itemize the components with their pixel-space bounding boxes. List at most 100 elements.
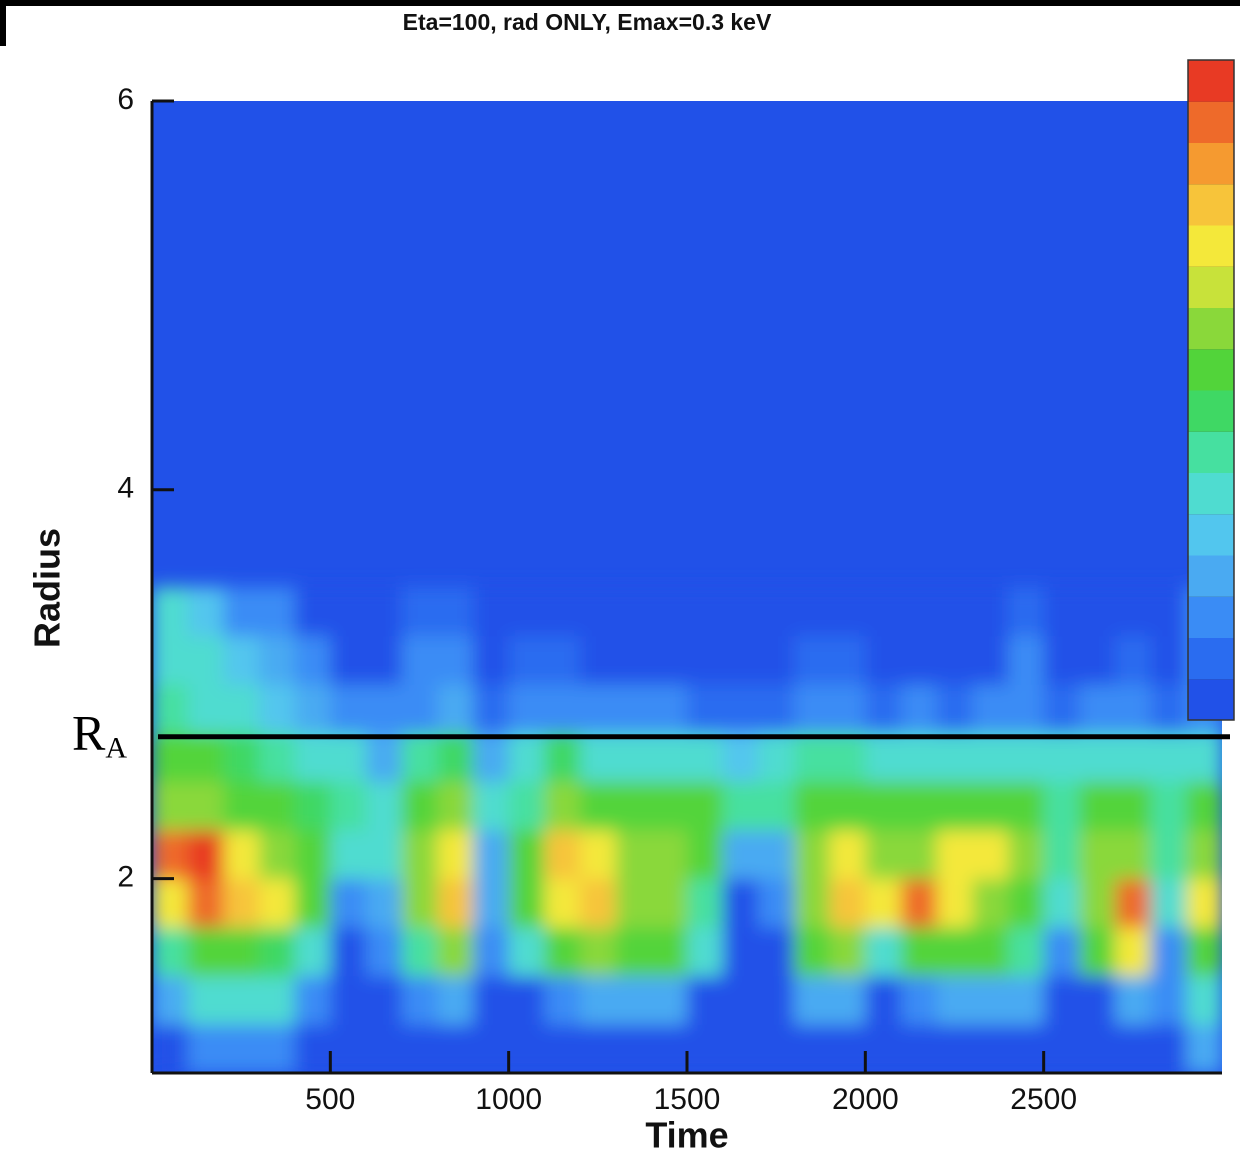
cell bbox=[615, 635, 652, 685]
cell bbox=[972, 830, 1009, 880]
cell bbox=[936, 684, 973, 734]
cell bbox=[330, 1024, 367, 1073]
cell bbox=[259, 975, 296, 1025]
cell bbox=[615, 878, 652, 928]
cell bbox=[615, 684, 652, 734]
cell bbox=[794, 635, 831, 685]
cell bbox=[651, 635, 688, 685]
cell bbox=[972, 587, 1009, 637]
frame-top bbox=[0, 0, 1240, 6]
cell bbox=[1150, 927, 1187, 977]
cell bbox=[1043, 975, 1080, 1025]
cell bbox=[722, 927, 759, 977]
cell bbox=[865, 830, 902, 880]
cell bbox=[1079, 587, 1116, 637]
cell bbox=[330, 830, 367, 880]
colorbar-swatch bbox=[1188, 390, 1234, 432]
cell bbox=[615, 781, 652, 831]
annotation-label: RA bbox=[72, 705, 127, 764]
cell bbox=[294, 830, 331, 880]
cell bbox=[187, 635, 224, 685]
cell bbox=[508, 732, 545, 782]
cell bbox=[1115, 830, 1152, 880]
cell bbox=[687, 830, 724, 880]
cell bbox=[936, 587, 973, 637]
cell bbox=[829, 587, 866, 637]
cell bbox=[1079, 684, 1116, 734]
cell bbox=[294, 975, 331, 1025]
cell bbox=[1115, 1024, 1152, 1073]
cell bbox=[972, 781, 1009, 831]
cell bbox=[1043, 878, 1080, 928]
cell bbox=[865, 975, 902, 1025]
cell bbox=[794, 975, 831, 1025]
cell bbox=[580, 975, 617, 1025]
cell bbox=[366, 878, 403, 928]
cell bbox=[223, 635, 260, 685]
cell bbox=[187, 1024, 224, 1073]
cell bbox=[1008, 587, 1045, 637]
cell bbox=[544, 635, 581, 685]
cell bbox=[972, 1024, 1009, 1073]
cell bbox=[651, 878, 688, 928]
cell bbox=[473, 587, 510, 637]
cell bbox=[1008, 878, 1045, 928]
axes: 500 1000 1500 2000 2500 2 4 6 bbox=[117, 83, 1222, 1116]
cell bbox=[972, 878, 1009, 928]
cell bbox=[722, 830, 759, 880]
cell bbox=[294, 732, 331, 782]
cell bbox=[473, 684, 510, 734]
cell bbox=[794, 878, 831, 928]
colorbar-swatch bbox=[1188, 142, 1234, 185]
cell bbox=[758, 781, 795, 831]
cell bbox=[972, 684, 1009, 734]
cell bbox=[722, 878, 759, 928]
cell bbox=[1186, 732, 1222, 782]
cell bbox=[758, 684, 795, 734]
cell bbox=[687, 781, 724, 831]
colorbar-swatch bbox=[1188, 266, 1234, 308]
colorbar-swatch bbox=[1188, 101, 1234, 143]
cell bbox=[1115, 975, 1152, 1025]
cell bbox=[1115, 927, 1152, 977]
cell bbox=[437, 684, 474, 734]
cell bbox=[366, 732, 403, 782]
cell bbox=[401, 781, 438, 831]
cell bbox=[936, 927, 973, 977]
cell bbox=[1186, 830, 1222, 880]
cell bbox=[437, 781, 474, 831]
x-tick-label: 1500 bbox=[654, 1083, 721, 1116]
cell bbox=[330, 975, 367, 1025]
cell bbox=[687, 587, 724, 637]
cell bbox=[901, 1024, 938, 1073]
cell bbox=[544, 781, 581, 831]
cell bbox=[722, 732, 759, 782]
cell bbox=[651, 684, 688, 734]
cell bbox=[473, 1024, 510, 1073]
cell bbox=[544, 1024, 581, 1073]
cell bbox=[152, 878, 189, 928]
cell bbox=[936, 830, 973, 880]
cell bbox=[615, 975, 652, 1025]
cell bbox=[901, 732, 938, 782]
cell bbox=[508, 927, 545, 977]
cell bbox=[508, 781, 545, 831]
cell bbox=[294, 1024, 331, 1073]
colorbar-swatch bbox=[1188, 225, 1234, 267]
cell bbox=[259, 587, 296, 637]
cell bbox=[152, 587, 189, 637]
heatmap bbox=[152, 101, 1222, 1073]
cell bbox=[901, 781, 938, 831]
cell bbox=[401, 1024, 438, 1073]
cell bbox=[544, 830, 581, 880]
cell bbox=[259, 927, 296, 977]
cell bbox=[829, 1024, 866, 1073]
cell bbox=[437, 587, 474, 637]
cell bbox=[437, 878, 474, 928]
colorbar-swatch bbox=[1188, 307, 1234, 350]
cell bbox=[936, 635, 973, 685]
y-tick-label: 2 bbox=[117, 861, 134, 894]
cell bbox=[544, 587, 581, 637]
cell bbox=[651, 975, 688, 1025]
cell bbox=[508, 1024, 545, 1073]
